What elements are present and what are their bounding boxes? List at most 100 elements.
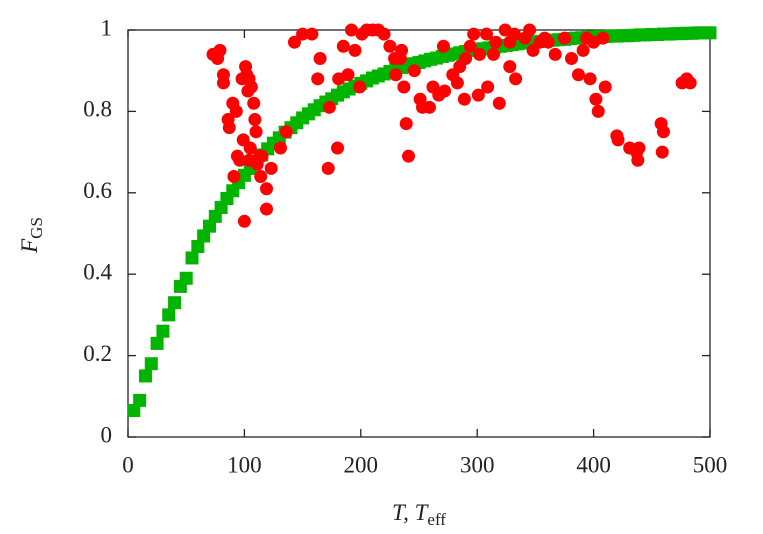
circle-point xyxy=(473,47,487,61)
circle-point xyxy=(571,68,585,82)
circle-point xyxy=(463,39,477,53)
y-tick-label: 0 xyxy=(101,422,113,447)
circle-point xyxy=(389,68,403,82)
circle-point xyxy=(523,23,537,37)
square-point xyxy=(179,271,193,285)
circle-point xyxy=(397,80,411,94)
x-tick-label: 100 xyxy=(227,452,262,477)
circle-point xyxy=(632,141,646,155)
circle-point xyxy=(353,80,367,94)
circle-point xyxy=(296,27,310,41)
circle-point xyxy=(422,100,436,114)
circle-point xyxy=(481,80,495,94)
circle-point xyxy=(492,96,506,110)
circle-point xyxy=(233,153,247,167)
circle-point xyxy=(255,149,269,163)
circle-point xyxy=(260,202,274,216)
x-axis-label-subscript: eff xyxy=(427,510,446,529)
circle-point xyxy=(249,125,263,139)
circle-point xyxy=(321,161,335,175)
circle-point xyxy=(279,125,293,139)
y-tick-label: 0.2 xyxy=(83,341,112,366)
circle-point xyxy=(459,51,473,65)
x-tick-label: 500 xyxy=(693,452,728,477)
circle-point xyxy=(548,47,562,61)
circle-point xyxy=(227,170,241,184)
circle-point xyxy=(313,51,327,65)
circle-point xyxy=(683,76,697,90)
circle-point xyxy=(503,60,517,74)
square-point xyxy=(162,308,176,322)
square-point xyxy=(185,251,199,265)
circle-point xyxy=(331,141,345,155)
circle-point xyxy=(471,88,485,102)
circle-point xyxy=(248,113,262,127)
y-axis-label-text: F xyxy=(17,238,42,254)
square-point xyxy=(133,393,147,407)
circle-point xyxy=(336,39,350,53)
circle-point xyxy=(247,96,261,110)
circle-point xyxy=(211,51,225,65)
circle-point xyxy=(341,68,355,82)
circle-point xyxy=(564,51,578,65)
circle-point xyxy=(467,27,481,41)
circle-point xyxy=(402,149,416,163)
circle-point xyxy=(254,170,268,184)
circle-point xyxy=(457,92,471,106)
circle-point xyxy=(576,43,590,57)
circle-point xyxy=(656,125,670,139)
x-axis-label-text: T, T xyxy=(392,500,430,525)
square-point xyxy=(202,219,216,233)
square-point xyxy=(703,26,717,40)
square-point xyxy=(127,404,141,418)
x-tick-label: 0 xyxy=(122,452,134,477)
circle-point xyxy=(509,72,523,86)
circle-point xyxy=(589,92,603,106)
square-point xyxy=(150,336,164,350)
circle-point xyxy=(541,35,555,49)
circle-point xyxy=(436,39,450,53)
circle-point xyxy=(407,64,421,78)
y-tick-label: 0.4 xyxy=(83,259,112,284)
circle-point xyxy=(383,39,397,53)
circle-point xyxy=(596,31,610,45)
circle-point xyxy=(348,43,362,57)
circle-point xyxy=(222,121,236,135)
square-point xyxy=(156,324,170,338)
square-point xyxy=(168,296,182,310)
circle-point xyxy=(655,145,669,159)
circle-point xyxy=(305,27,319,41)
circle-point xyxy=(237,214,251,228)
circle-point xyxy=(450,76,464,90)
circle-point xyxy=(486,47,500,61)
circle-point xyxy=(591,104,605,118)
x-tick-label: 400 xyxy=(576,452,611,477)
square-point xyxy=(197,229,211,243)
circle-point xyxy=(216,76,230,90)
y-axis-label: FGS xyxy=(17,217,46,254)
y-tick-label: 1 xyxy=(101,15,113,40)
circle-point xyxy=(583,72,597,86)
circle-point xyxy=(260,182,274,196)
square-point xyxy=(191,240,205,254)
circle-point xyxy=(377,27,391,41)
circle-point xyxy=(311,72,325,86)
circle-point xyxy=(611,133,625,147)
square-point xyxy=(138,369,152,383)
circle-point xyxy=(480,27,494,41)
circle-point xyxy=(399,117,413,131)
x-axis-label: T, Teff xyxy=(392,500,446,529)
circle-point xyxy=(507,27,521,41)
circle-point xyxy=(598,80,612,94)
plot-frame xyxy=(127,29,711,438)
circle-point xyxy=(631,153,645,167)
circle-point xyxy=(558,31,571,45)
circle-point xyxy=(243,141,257,155)
y-axis-label-subscript: GS xyxy=(27,217,46,239)
circle-point xyxy=(229,104,243,118)
circle-point xyxy=(273,141,287,155)
square-point xyxy=(144,357,158,371)
circle-point xyxy=(344,23,358,37)
